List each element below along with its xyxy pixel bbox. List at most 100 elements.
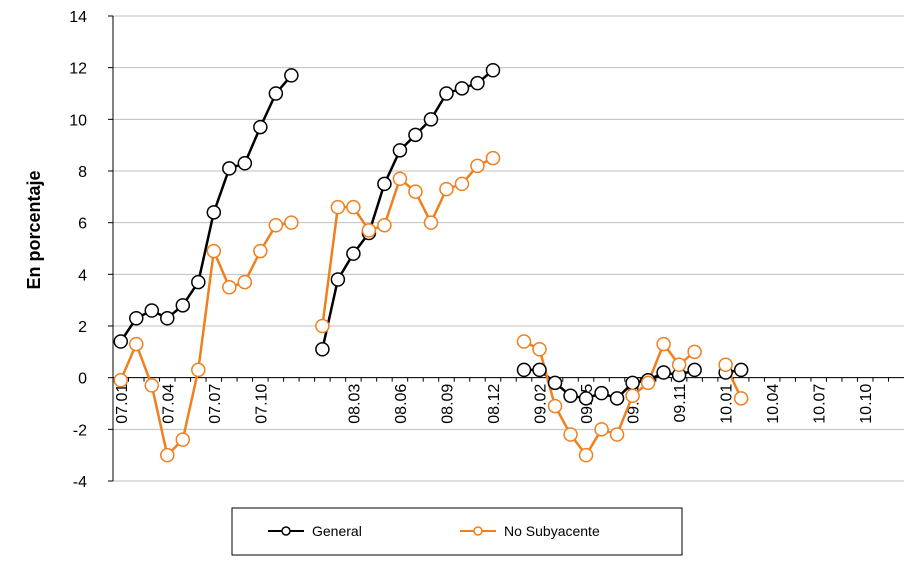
series-line [523,340,696,458]
point [377,218,392,233]
point [237,156,253,171]
legend-marker [473,526,483,536]
point [268,86,284,101]
point [284,68,299,83]
point [377,176,392,192]
point [532,362,547,378]
point [175,298,191,313]
x-tick-label: 07.04 [160,384,177,424]
y-tick-label: 2 [78,319,87,336]
point [454,176,470,192]
y-tick-label: 4 [78,267,87,284]
point [191,362,206,378]
point [547,375,563,391]
y-tick-label: 12 [69,61,87,78]
y-tick-label: 10 [69,112,87,129]
legend-marker [281,526,291,536]
point [671,357,687,372]
point [392,171,408,186]
point [315,318,330,334]
point [516,334,532,349]
point [408,184,423,199]
point [532,342,547,357]
point [206,243,222,259]
point [609,427,625,442]
x-tick-label: 07.07 [207,384,224,424]
point [144,378,160,393]
point [563,388,578,403]
point [361,223,377,238]
point [129,311,144,326]
point [625,388,640,403]
x-tick-label: 08.06 [393,384,410,424]
x-tick-label: 08.12 [486,384,503,424]
y-tick-label: 0 [78,371,87,388]
point [516,362,532,378]
point [733,362,749,378]
point [547,398,563,414]
y-tick-label: 14 [69,9,87,26]
point [144,303,160,318]
point [408,127,423,143]
point [222,161,237,176]
point [315,342,330,357]
point [578,447,594,463]
point [268,218,284,233]
x-tick-label: 09.02 [533,384,550,424]
point [594,385,609,401]
point [470,158,485,174]
point [485,150,501,166]
point [191,274,206,290]
point [206,205,222,220]
x-tick-label: 07.10 [253,384,270,424]
x-tick-label: 07.01 [114,384,131,424]
point [687,362,702,378]
point [346,246,361,261]
point [392,143,408,158]
point [640,375,656,391]
point [470,75,485,91]
point [439,86,454,101]
point [625,375,640,391]
x-tick-label: 10.04 [765,384,782,424]
point [594,422,609,437]
x-tick-label: 08.09 [439,384,456,424]
x-tick-label: 10.01 [719,384,736,424]
point [237,274,253,290]
point [160,447,175,463]
point [113,334,129,349]
x-tick-label: 08.03 [346,384,363,424]
legend-label: No Subyacente [504,523,600,539]
point [485,63,501,78]
point [113,373,129,388]
point [253,243,268,259]
legend [231,507,683,556]
x-tick-label: 09.11 [672,384,689,423]
x-tick-label: 10.07 [812,384,829,424]
point [656,365,671,380]
x-tick-label: 10.10 [858,384,875,424]
point [656,336,671,352]
point [733,391,749,406]
legend-label: General [312,523,362,539]
y-tick-label: 6 [78,216,87,233]
y-tick-label: 8 [78,164,87,181]
point [253,119,268,135]
point [718,357,733,372]
point [578,391,594,406]
y-axis-label: En porcentaje [24,170,44,289]
point [222,280,237,295]
point [423,215,439,230]
point [175,432,191,447]
point [609,391,625,406]
point [687,344,702,360]
point [160,311,175,326]
point [346,199,361,215]
point [330,272,346,287]
y-tick-label: -2 [73,422,87,439]
point [129,336,144,352]
point [454,81,470,96]
point [284,215,299,230]
